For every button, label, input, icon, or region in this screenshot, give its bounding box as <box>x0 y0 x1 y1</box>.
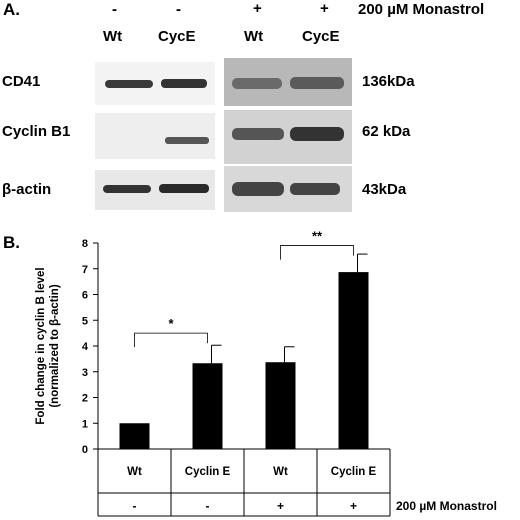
blot-beta-actin-left <box>95 170 215 210</box>
y-tick-label: 7 <box>82 264 88 276</box>
blot-beta-actin-right <box>224 166 352 212</box>
y-tick-label: 4 <box>82 341 89 353</box>
y-tick-label: 0 <box>82 444 88 456</box>
band-actin-wt-mon <box>232 182 284 196</box>
treatment-sign-2: - <box>176 1 181 18</box>
size-label-cyclin-b1: 62 kDa <box>362 123 411 140</box>
panel-b-label: B. <box>3 233 20 252</box>
category-label: Cyclin E <box>331 466 377 478</box>
band-cyclinb1-cyce <box>165 137 209 144</box>
protein-label-cd41: CD41 <box>2 73 41 90</box>
band-cyclinb1-cyce-mon <box>290 127 344 141</box>
band-cd41-wt-mon <box>232 78 282 89</box>
blot-cyclin-b1-left <box>95 113 215 159</box>
blot-cd41-right <box>224 58 352 106</box>
y-tick-label: 6 <box>82 290 88 302</box>
treatment-sign: + <box>350 499 357 513</box>
lane-label-4: CycE <box>302 28 340 45</box>
band-cd41-cyce-mon <box>290 77 344 89</box>
treatment-sign: + <box>277 499 284 513</box>
bar <box>338 272 369 449</box>
y-axis-title-line-1: Fold change in cyclin B level <box>35 267 47 424</box>
bar <box>119 423 150 449</box>
band-cd41-cyce <box>161 79 207 88</box>
band-actin-cyce-mon <box>290 183 340 195</box>
size-label-beta-actin: 43kDa <box>362 181 407 198</box>
treatment-sign-1: - <box>112 1 117 18</box>
size-label-cd41: 136kDa <box>362 73 415 90</box>
treatment-label: 200 µM Monastrol <box>358 1 485 18</box>
treatment-sign-3: + <box>253 0 262 17</box>
category-label: Wt <box>273 466 288 478</box>
significance-bracket: * <box>134 316 208 348</box>
y-axis-title-line-2: (normalized to β-actin) <box>49 284 61 407</box>
category-label: Cyclin E <box>185 466 231 478</box>
panel-a-label: A. <box>3 0 20 19</box>
band-cd41-wt <box>105 80 153 88</box>
y-tick-label: 3 <box>82 367 88 379</box>
y-tick-label: 8 <box>82 238 88 250</box>
y-tick-label: 1 <box>82 418 88 430</box>
blot-cyclin-b1-right <box>224 110 352 164</box>
bracket-line <box>280 245 354 260</box>
treatment-sign: - <box>206 499 210 513</box>
protein-label-cyclin-b1: Cyclin B1 <box>2 123 71 140</box>
protein-label-beta-actin: β-actin <box>2 181 52 198</box>
band-actin-cyce <box>159 184 209 193</box>
significance-label: ** <box>312 229 323 244</box>
bracket-line <box>134 332 208 348</box>
bar <box>192 363 223 449</box>
treatment-row-label: 200 µM Monastrol <box>396 499 497 513</box>
significance-label: * <box>168 316 174 331</box>
bar <box>265 362 296 449</box>
category-label: Wt <box>127 466 142 478</box>
lane-label-3: Wt <box>244 28 264 45</box>
band-cyclinb1-wt-mon <box>232 128 284 140</box>
lane-label-1: Wt <box>103 28 123 45</box>
y-tick-label: 5 <box>82 315 88 327</box>
y-tick-label: 2 <box>82 393 88 405</box>
blot-cd41-left <box>95 62 215 105</box>
treatment-sign: - <box>133 499 137 513</box>
treatment-sign-4: + <box>320 0 329 17</box>
significance-bracket: ** <box>280 229 354 260</box>
lane-label-2: CycE <box>158 28 196 45</box>
band-actin-wt <box>103 185 151 193</box>
